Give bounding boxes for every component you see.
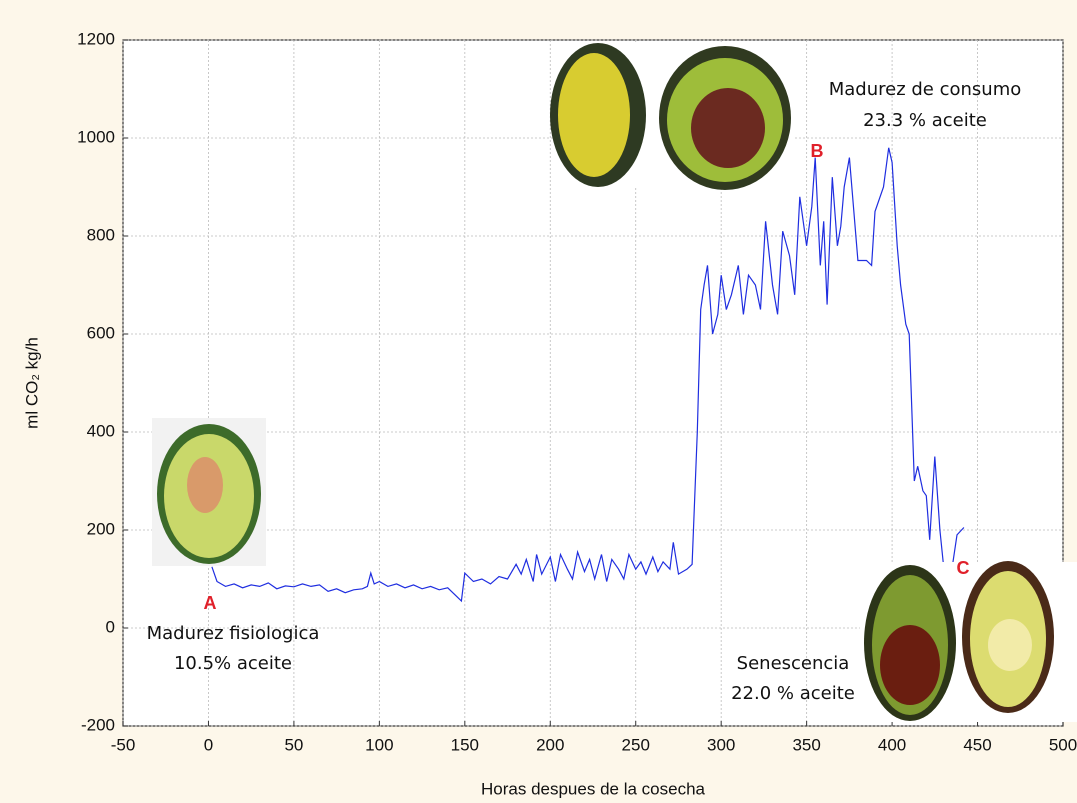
annotation: 10.5% aceite <box>174 653 292 674</box>
x-axis-title: Horas despues de la cosecha <box>481 779 706 798</box>
y-tick-label: 1200 <box>77 29 115 48</box>
y-tick-label: 0 <box>106 617 115 636</box>
annotation: 22.0 % aceite <box>731 683 855 704</box>
chart: -200 0 200 400 600 800 1000 1200 -50 0 50 100 150 200… <box>0 0 1077 803</box>
point-label: C <box>957 558 970 578</box>
y-tick-label: 600 <box>87 323 115 342</box>
x-tick-label: 0 <box>204 735 213 754</box>
x-tick-label: 350 <box>792 735 820 754</box>
x-tick-label: 250 <box>622 735 650 754</box>
annotation: Madurez de consumo <box>829 79 1022 100</box>
avocado-seed <box>691 88 765 168</box>
x-tick-label: 500 <box>1049 735 1077 754</box>
x-tick-label: 50 <box>284 735 303 754</box>
avocado-seed <box>880 625 940 705</box>
x-tick-label: 450 <box>963 735 991 754</box>
y-tick-label: 400 <box>87 421 115 440</box>
avocado-seed <box>187 457 223 513</box>
avocado-pit-hollow <box>988 619 1032 671</box>
point-label: A <box>204 593 217 613</box>
y-tick-label: 200 <box>87 519 115 538</box>
x-tick-label: 100 <box>365 735 393 754</box>
x-tick-label: 150 <box>451 735 479 754</box>
y-tick-label: 800 <box>87 225 115 244</box>
point-label: B <box>811 141 824 161</box>
y-axis-title: ml CO₂ kg/h <box>22 337 41 429</box>
x-tick-label: 200 <box>536 735 564 754</box>
annotation: Senescencia <box>737 653 850 674</box>
annotation: Madurez fisiologica <box>147 623 320 644</box>
x-tick-label: 300 <box>707 735 735 754</box>
avocado-flesh <box>558 53 630 177</box>
y-tick-label: -200 <box>81 715 115 734</box>
y-tick-label: 1000 <box>77 127 115 146</box>
annotation: 23.3 % aceite <box>863 110 987 131</box>
x-tick-label: -50 <box>111 735 136 754</box>
x-tick-label: 400 <box>878 735 906 754</box>
